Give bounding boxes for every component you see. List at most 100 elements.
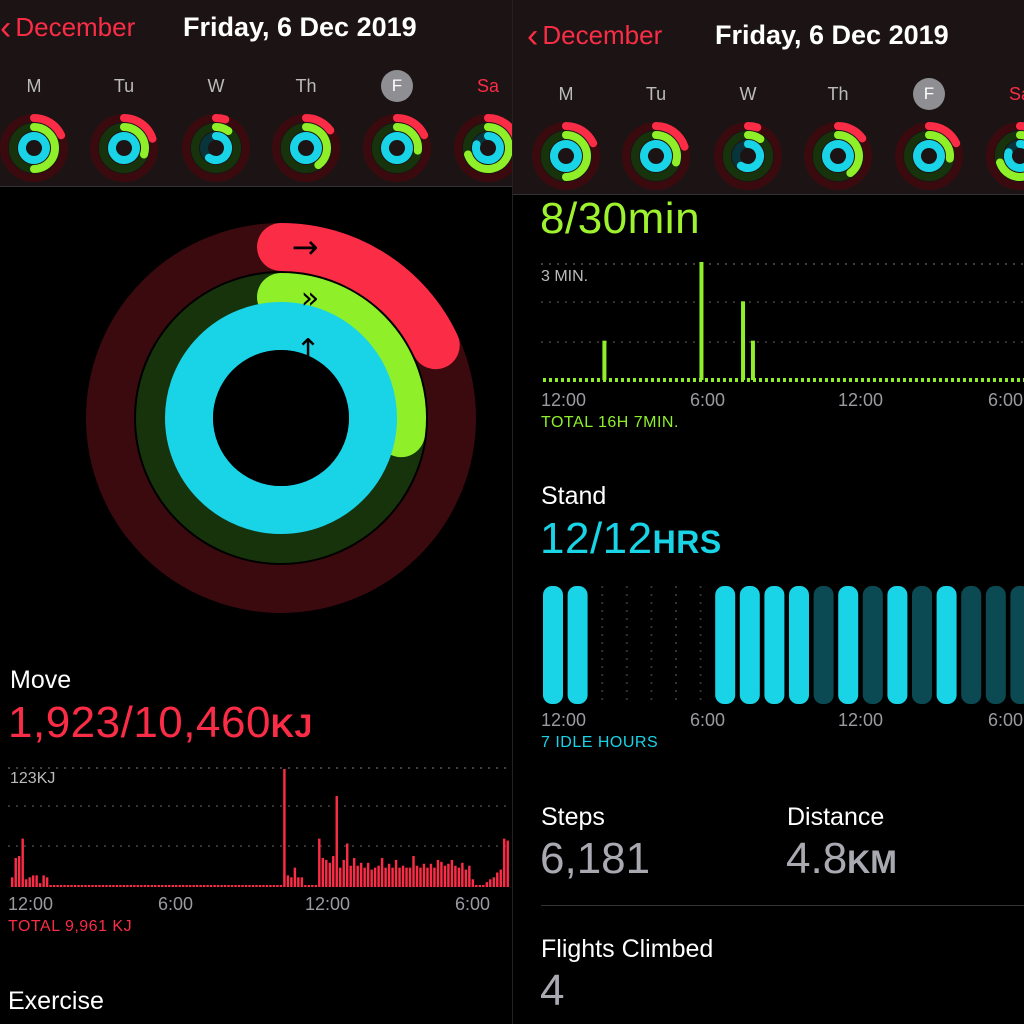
left-panel: ‹ December Friday, 6 Dec 2019 M Tu W Th F Sa … xyxy=(0,0,512,1015)
stand-chart xyxy=(543,586,1024,704)
move-bar xyxy=(164,885,167,887)
move-bar xyxy=(188,885,192,887)
move-bar xyxy=(42,875,45,887)
weekday-w[interactable]: W xyxy=(207,76,225,96)
move-bar xyxy=(503,838,506,887)
move-bar xyxy=(290,877,293,887)
move-bar xyxy=(140,885,143,887)
mini-ring-m-right[interactable] xyxy=(528,118,604,194)
move-axis-3: 6:00 xyxy=(455,894,491,914)
stand-title: Stand xyxy=(541,482,607,510)
weekday-tu-right[interactable]: Tu xyxy=(645,84,667,104)
move-bar xyxy=(175,885,178,887)
move-bar xyxy=(241,885,244,887)
move-bar xyxy=(412,856,415,887)
mini-ring-tu-right[interactable] xyxy=(618,118,694,194)
move-bar xyxy=(248,885,251,887)
exercise-value: 8/30min xyxy=(540,194,701,243)
distance-value: 4.8KM xyxy=(786,834,897,884)
move-bar xyxy=(17,856,21,887)
move-bar xyxy=(482,885,485,887)
move-bar xyxy=(227,885,230,887)
move-chart xyxy=(8,767,509,887)
move-bar xyxy=(332,856,335,887)
move-bar xyxy=(98,885,101,887)
move-bar xyxy=(475,885,478,887)
mini-ring-w-right[interactable] xyxy=(710,118,786,194)
move-bar xyxy=(66,885,70,887)
move-bar xyxy=(297,877,300,887)
move-bar xyxy=(84,885,87,887)
move-bar xyxy=(213,885,216,887)
exercise-bar xyxy=(699,262,704,380)
move-bar xyxy=(478,885,482,887)
weekday-f-right[interactable]: F xyxy=(913,78,945,110)
exercise-bar xyxy=(741,301,746,380)
stand-bar xyxy=(985,586,1006,704)
stand-value-number: 12/12 xyxy=(540,514,653,563)
weekday-sa[interactable]: Sa xyxy=(476,76,500,96)
weekday-w-right[interactable]: W xyxy=(739,84,757,104)
move-bar xyxy=(468,865,471,887)
mini-ring-f[interactable] xyxy=(359,110,435,186)
move-bar xyxy=(258,885,262,887)
move-bar xyxy=(11,877,14,887)
stand-ring-arc xyxy=(165,302,397,534)
move-bar xyxy=(244,885,248,887)
mini-ring-w[interactable] xyxy=(178,110,254,186)
exercise-axis-2: 12:00 xyxy=(838,390,884,410)
stand-bar xyxy=(912,586,932,704)
move-bar xyxy=(192,885,195,887)
mini-ring-th[interactable] xyxy=(268,110,344,186)
stand-axis-1: 6:00 xyxy=(690,710,726,730)
weekday-m[interactable]: M xyxy=(26,76,42,96)
mini-ring-th-right[interactable] xyxy=(800,118,876,194)
move-bar xyxy=(492,877,495,887)
move-bar xyxy=(73,885,77,887)
move-bar xyxy=(293,867,297,887)
weekday-sa-right[interactable]: Sa xyxy=(1008,84,1024,104)
move-bar xyxy=(373,867,377,887)
move-bar xyxy=(363,867,366,887)
move-bar xyxy=(38,883,42,887)
mini-ring-tu[interactable] xyxy=(86,110,162,186)
move-bar xyxy=(168,885,171,887)
back-button[interactable]: ‹ December xyxy=(0,11,135,45)
move-bar xyxy=(506,840,509,887)
stand-bar xyxy=(1010,586,1024,704)
move-bar xyxy=(185,885,188,887)
mini-ring-sa-right[interactable] xyxy=(982,118,1024,194)
move-bar xyxy=(136,885,140,887)
move-bar xyxy=(56,885,59,887)
move-bar xyxy=(133,885,136,887)
move-bar xyxy=(143,885,147,887)
exercise-axis-0: 12:00 xyxy=(541,390,587,410)
weekday-th[interactable]: Th xyxy=(295,76,317,96)
move-bar xyxy=(220,885,223,887)
stand-bar xyxy=(764,586,785,704)
move-bar xyxy=(345,843,349,887)
weekday-tu[interactable]: Tu xyxy=(113,76,135,96)
move-bar xyxy=(115,885,119,887)
back-button-right[interactable]: ‹ December xyxy=(527,19,662,53)
move-bar xyxy=(391,867,394,887)
mini-ring-f-right[interactable] xyxy=(891,118,967,194)
mini-ring-sa[interactable] xyxy=(450,110,512,186)
mini-ring-m[interactable] xyxy=(0,110,72,186)
move-bar xyxy=(489,879,492,887)
exercise-axis-1: 6:00 xyxy=(690,390,726,410)
move-bar xyxy=(415,865,419,887)
move-title: Move xyxy=(10,666,72,694)
flights-title: Flights Climbed xyxy=(541,935,714,963)
stand-bar xyxy=(789,586,809,704)
stand-bar xyxy=(567,586,588,704)
right-panel: ‹ December Friday, 6 Dec 2019 MTuWThFSa … xyxy=(513,0,1024,1024)
stand-value: 12/12HRS xyxy=(540,514,722,564)
weekday-f[interactable]: F xyxy=(381,70,413,102)
weekday-m-right[interactable]: M xyxy=(558,84,574,104)
move-max-label: 123KJ xyxy=(10,770,56,787)
move-bar xyxy=(80,885,84,887)
distance-number: 4.8 xyxy=(786,834,848,883)
weekday-th-right[interactable]: Th xyxy=(827,84,849,104)
move-bar xyxy=(234,885,237,887)
